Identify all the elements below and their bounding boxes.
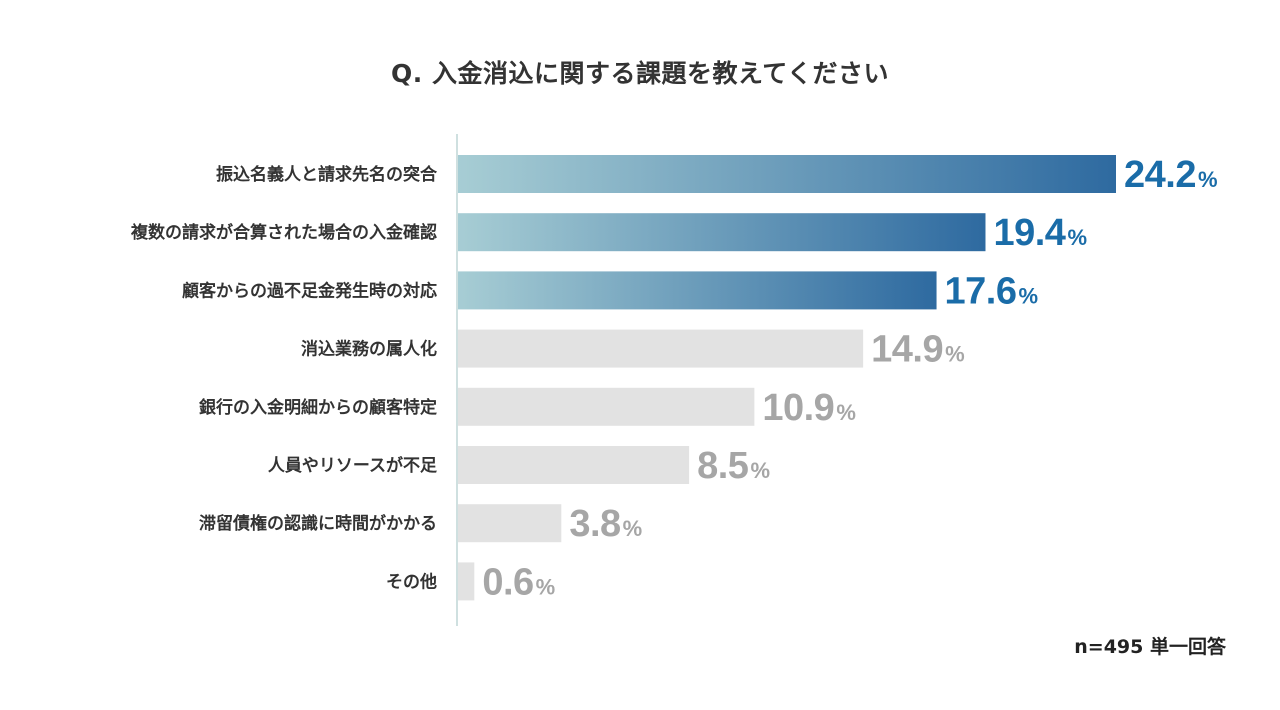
value-number: 3.8 [569,503,620,545]
value-unit: % [750,458,770,483]
value-label: 10.9% [762,387,856,429]
value-unit: % [536,574,556,599]
sample-note: n=495 単一回答 [1074,636,1226,658]
value-number: 8.5 [697,445,749,487]
value-unit: % [945,342,965,367]
category-label: 振込名義人と請求先名の突合 [216,164,438,185]
category-label: 顧客からの過不足金発生時の対応 [182,280,437,301]
chart-title: Q. 入金消込に関する課題を教えてください [391,59,889,88]
value-number: 10.9 [762,387,834,429]
bar [458,562,475,601]
category-label: 人員やリソースが不足 [268,455,437,476]
value-unit: % [1019,283,1039,308]
value-number: 14.9 [871,329,943,371]
value-label: 14.9% [871,329,965,371]
value-label: 3.8% [569,503,642,545]
value-label: 17.6% [945,270,1039,312]
bar [458,155,1116,193]
value-unit: % [623,516,643,541]
value-number: 24.2 [1124,154,1196,196]
value-unit: % [1198,167,1218,192]
value-label: 19.4% [993,212,1087,254]
category-label: 複数の請求が合算された場合の入金確認 [130,222,437,243]
value-label: 24.2% [1124,154,1218,196]
category-label: 銀行の入金明細からの顧客特定 [199,397,437,418]
value-label: 8.5% [697,445,770,487]
category-label: 滞留債権の認識に時間がかかる [199,513,437,534]
value-unit: % [1067,225,1087,250]
bar [458,387,755,426]
bar [458,446,690,484]
category-label: 消込業務の属人化 [301,339,437,360]
value-label: 0.6% [482,561,555,603]
value-number: 17.6 [945,270,1017,312]
bar [458,329,864,368]
bar [458,271,937,310]
category-label: その他 [386,571,437,592]
value-number: 0.6 [482,561,533,603]
value-number: 19.4 [993,212,1065,254]
value-unit: % [836,400,856,425]
bar [458,504,562,543]
bar [458,213,986,252]
